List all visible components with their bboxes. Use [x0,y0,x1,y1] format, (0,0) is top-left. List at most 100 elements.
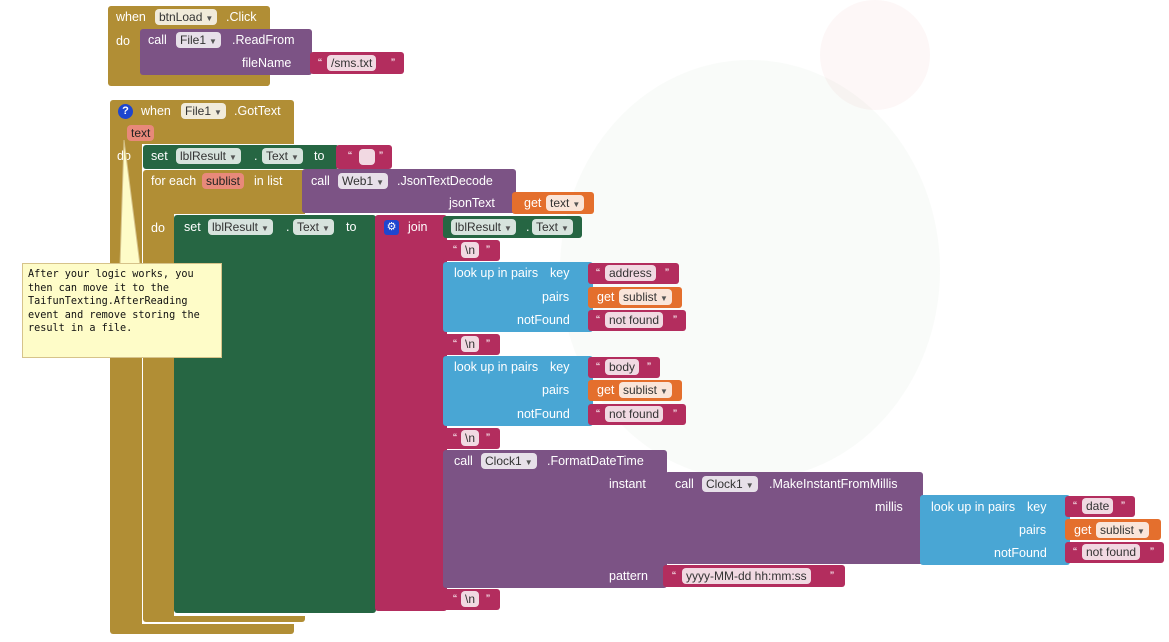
component-dropdown-lblresult[interactable]: lblResult ▼ [208,219,273,235]
quote-open: “ [1073,499,1077,513]
text-value-date[interactable]: date [1082,498,1114,514]
text-value-newline[interactable]: \n [461,336,480,352]
get-label: get [524,196,542,210]
component-dropdown-clock1[interactable]: Clock1 ▼ [702,476,758,492]
when-label: when [141,104,171,118]
notfound-label: notFound [517,407,570,421]
text-value-notfound[interactable]: not found [605,406,664,422]
method-name: .ReadFrom [232,33,295,47]
key-label: key [550,360,570,374]
component-dropdown-lblresult[interactable]: lblResult ▼ [451,219,516,235]
call-clock1-formatdatetime-block[interactable] [443,450,667,588]
quote-close: ” [486,243,490,257]
pairs-label: pairs [542,290,570,304]
quote-open: “ [1073,545,1077,559]
text-value-empty[interactable] [359,149,375,165]
method-name: .JsonTextDecode [397,174,493,188]
lookup-in-pairs-body-block[interactable] [443,356,593,426]
event-name: .GotText [234,104,281,118]
quote-close: ” [391,56,395,70]
get-label: get [597,383,615,397]
quote-close: ” [486,337,490,351]
quote-open: “ [453,243,457,257]
param-text[interactable]: text [127,125,155,141]
help-icon[interactable]: ? [118,104,133,119]
quote-open: “ [453,337,457,351]
property-dropdown-text[interactable]: Text ▼ [293,219,334,235]
comment-pointer [119,140,141,266]
dot: . [254,149,258,163]
comment-bubble[interactable]: After your logic works, you then can mov… [22,263,222,358]
quote-open: “ [596,407,600,421]
quote-open: “ [596,360,600,374]
set-label: set [184,220,201,234]
dot: . [286,220,290,234]
variable-dropdown-sublist[interactable]: sublist ▼ [619,382,672,398]
key-label: key [1027,500,1047,514]
component-dropdown-btnload[interactable]: btnLoad ▼ [155,9,218,25]
param-label: fileName [242,56,292,70]
component-dropdown-lblresult[interactable]: lblResult ▼ [176,148,241,164]
text-value-newline[interactable]: \n [461,591,480,607]
quote-open: “ [596,313,600,327]
pattern-label: pattern [609,569,648,583]
pairs-label: pairs [1019,523,1047,537]
join-block[interactable] [375,215,447,611]
lookup-in-pairs-date-block[interactable] [920,495,1070,565]
background-watermark [820,0,930,110]
variable-dropdown-text[interactable]: text ▼ [546,195,585,211]
method-name: .MakeInstantFromMillis [769,477,898,491]
param-label: jsonText [449,196,495,210]
set-lblresult-text-block[interactable] [143,145,339,169]
for-each-label: for each [151,174,197,188]
text-value-newline[interactable]: \n [461,242,480,258]
quote-close: ” [1121,499,1125,513]
text-value-pattern[interactable]: yyyy-MM-dd hh:mm:ss [682,568,811,584]
component-dropdown-file1[interactable]: File1 ▼ [181,103,226,119]
do-label: do [116,34,130,48]
quote-close: ” [673,407,677,421]
component-dropdown-web1[interactable]: Web1 ▼ [338,173,389,189]
get-label: get [597,290,615,304]
notfound-label: notFound [994,546,1047,560]
instant-label: instant [609,477,646,491]
quote-close: ” [647,360,651,374]
quote-close: ” [665,266,669,280]
text-value-notfound[interactable]: not found [1082,544,1141,560]
do-label: do [151,221,165,235]
quote-open: “ [453,592,457,606]
quote-close: ” [486,431,490,445]
lookup-in-pairs-address-block[interactable] [443,262,593,332]
component-dropdown-file1[interactable]: File1 ▼ [176,32,221,48]
gear-icon[interactable]: ⚙ [384,220,399,235]
join-label: join [408,220,428,234]
text-value-address[interactable]: address [605,265,656,281]
text-value-newline[interactable]: \n [461,430,480,446]
event-name: .Click [226,10,257,24]
quote-open: “ [672,569,676,583]
property-dropdown-text[interactable]: Text ▼ [262,148,303,164]
call-file-readfrom-block[interactable] [140,29,312,75]
loop-variable-sublist[interactable]: sublist [202,173,245,189]
quote-open: “ [348,149,352,163]
text-value[interactable]: /sms.txt [327,55,377,71]
quote-close: ” [1150,545,1154,559]
pairs-label: pairs [542,383,570,397]
variable-dropdown-sublist[interactable]: sublist ▼ [1096,522,1149,538]
get-label: get [1074,523,1092,537]
quote-open: “ [596,266,600,280]
variable-dropdown-sublist[interactable]: sublist ▼ [619,289,672,305]
in-list-label: in list [254,174,283,188]
method-name: .FormatDateTime [547,454,644,468]
quote-close: ” [486,592,490,606]
set-label: set [151,149,168,163]
text-value-body[interactable]: body [605,359,640,375]
lookup-label: look up in pairs [454,266,539,280]
call-web1-jsontextdecode-block[interactable] [302,169,516,213]
dot: . [526,220,530,234]
text-value-notfound[interactable]: not found [605,312,664,328]
property-dropdown-text[interactable]: Text ▼ [532,219,573,235]
call-label: call [454,454,473,468]
component-dropdown-clock1[interactable]: Clock1 ▼ [481,453,537,469]
key-label: key [550,266,570,280]
